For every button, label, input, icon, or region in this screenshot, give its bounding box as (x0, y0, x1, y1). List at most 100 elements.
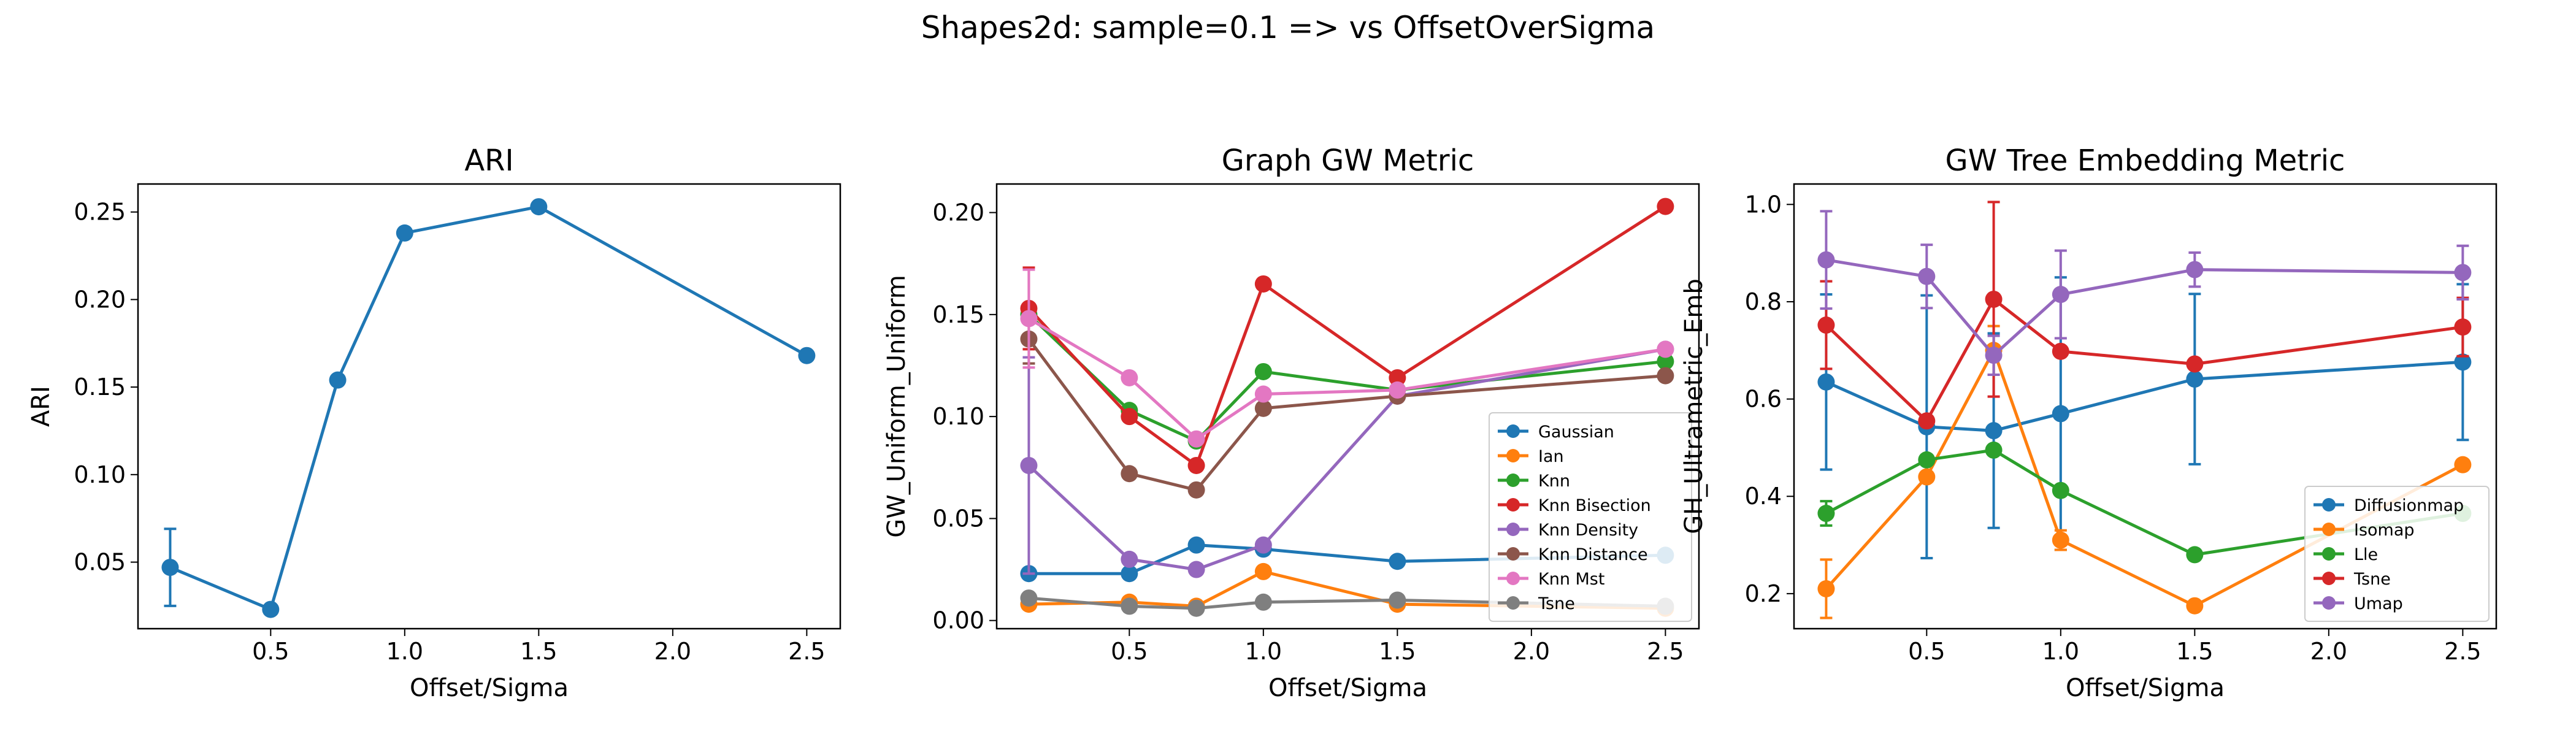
legend: Gaussian Ian Knn Knn Bisection Knn Density Kn… (1489, 412, 1692, 622)
data-point (1657, 197, 1674, 215)
y-tick-label: 0.6 (1745, 386, 1782, 413)
y-tick-label: 0.10 (74, 461, 126, 488)
x-tick-label: 1.0 (2042, 638, 2079, 665)
series-line (1825, 360, 2463, 432)
data-point (1389, 591, 1406, 609)
legend-marker (1506, 547, 1520, 561)
series-data (161, 198, 816, 618)
data-point (798, 347, 816, 364)
data-point (1254, 399, 1272, 417)
data-point (1121, 369, 1138, 386)
data-point (2052, 531, 2069, 549)
data-point (1187, 481, 1205, 499)
x-tick-label: 2.5 (2444, 638, 2481, 665)
data-point (1817, 251, 1835, 269)
legend-marker (2322, 523, 2336, 536)
x-tick-label: 2.0 (654, 638, 691, 665)
data-point (1020, 456, 1038, 474)
series-line (1029, 570, 1666, 610)
x-tick-label: 0.5 (1111, 638, 1148, 665)
series-line (1029, 543, 1666, 575)
data-point (1918, 451, 1936, 469)
data-point (2454, 353, 2472, 371)
series-line (1825, 258, 2463, 357)
data-point (1817, 505, 1835, 523)
data-point (1254, 275, 1272, 293)
series-line (1028, 317, 1666, 441)
legend: Diffusionmap Isomap Lle Tsne Umap (2304, 486, 2490, 622)
legend-box (1489, 412, 1692, 622)
y-axis-label: ARI (27, 386, 55, 427)
x-axis-label: Offset/Sigma (1268, 674, 1427, 702)
x-tick-label: 1.5 (2176, 638, 2213, 665)
data-point (1389, 553, 1406, 570)
x-tick-label: 2.0 (2310, 638, 2347, 665)
legend-box (2304, 486, 2490, 622)
series-knn-mst (1020, 268, 1674, 448)
data-point (396, 224, 413, 242)
data-point (1020, 589, 1038, 607)
y-tick-label: 1.0 (1745, 191, 1782, 218)
data-point (1657, 353, 1674, 370)
x-tick-label: 1.0 (386, 638, 423, 665)
x-axis-label: Offset/Sigma (410, 674, 569, 702)
data-point (1817, 580, 1835, 597)
data-point (2186, 261, 2204, 278)
data-point (1121, 465, 1138, 483)
series-line (1027, 205, 1666, 467)
legend-label: Tsne (1538, 594, 1575, 613)
legend-label: Ian (1538, 447, 1564, 466)
y-tick-label: 0.05 (74, 549, 126, 576)
legend-marker (1506, 424, 1520, 438)
data-point (530, 198, 548, 216)
chart-panel-1: 0.5 1.0 1.5 2.0 2.5 0.05 0.10 0.15 0.20 0.25 ARI Of… (27, 144, 841, 702)
legend-label: Lle (2354, 545, 2378, 564)
data-point (2454, 456, 2472, 473)
series-line (1027, 313, 1666, 443)
data-point (1918, 468, 1936, 486)
y-tick-label: 0.00 (932, 607, 984, 634)
legend-marker (1506, 596, 1520, 610)
y-tick-label: 0.15 (932, 301, 984, 328)
axes-frame (1793, 183, 2497, 630)
legend-label: Knn Bisection (1538, 496, 1651, 515)
legend-marker (1506, 473, 1520, 487)
x-axis-label: Offset/Sigma (2066, 674, 2225, 702)
x-tick-label: 1.5 (1379, 638, 1416, 665)
data-point (2454, 264, 2472, 282)
legend-label: Gaussian (1538, 423, 1614, 442)
data-point (1918, 412, 1936, 430)
data-point (1187, 599, 1205, 617)
legend-label: Knn (1538, 472, 1570, 491)
data-point (262, 600, 280, 618)
y-tick-label: 0.20 (74, 286, 126, 313)
legend-label: Knn Density (1538, 521, 1638, 540)
chart-title: GW Tree Embedding Metric (1945, 144, 2345, 178)
series-tsne (1020, 589, 1674, 617)
legend-marker (1506, 498, 1520, 512)
figure-suptitle: Shapes2d: sample=0.1 => vs OffsetOverSig… (921, 10, 1655, 45)
y-axis-label: GH_Ultrametric_Emb (1680, 278, 1708, 534)
legend-marker (2322, 547, 2336, 561)
legend-label: Isomap (2354, 521, 2415, 540)
data-point (1020, 310, 1038, 328)
series-line (169, 205, 808, 611)
data-point (1254, 385, 1272, 403)
data-point (2186, 370, 2204, 388)
legend-label: Tsne (2353, 570, 2391, 589)
y-tick-label: 0.2 (1745, 580, 1782, 607)
data-point (1985, 441, 2003, 459)
x-tick-label: 1.5 (520, 638, 557, 665)
data-point (1254, 562, 1272, 580)
data-point (1121, 565, 1138, 583)
legend-marker (1506, 523, 1520, 536)
data-point (1657, 367, 1674, 385)
data-point (1389, 381, 1406, 399)
series-line (1027, 347, 1666, 572)
data-point (1187, 456, 1205, 474)
data-point (2186, 355, 2204, 373)
data-point (2186, 546, 2204, 564)
data-point (2186, 597, 2204, 615)
